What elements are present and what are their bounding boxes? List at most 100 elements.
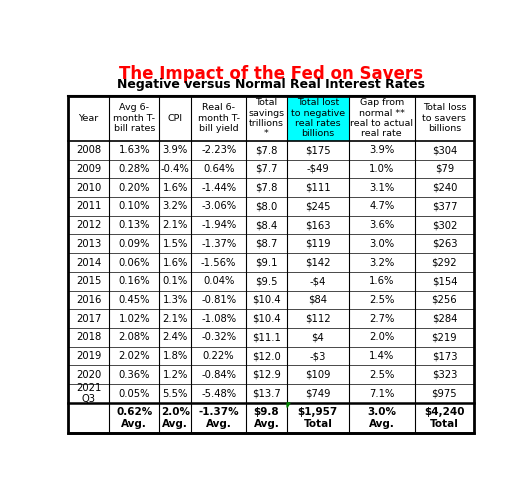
Text: $173: $173 [432,351,457,361]
Text: $12.9: $12.9 [252,370,281,380]
Text: 3.9%: 3.9% [369,145,394,155]
Text: 2.5%: 2.5% [369,295,395,305]
Text: 1.3%: 1.3% [163,295,188,305]
Text: 3.0%
Avg.: 3.0% Avg. [367,407,396,429]
Text: -0.32%: -0.32% [201,332,236,342]
Text: 1.02%: 1.02% [118,313,150,324]
Text: Negative versus Normal Real Interest Rates: Negative versus Normal Real Interest Rat… [117,78,425,91]
Text: 0.45%: 0.45% [118,295,150,305]
Text: $9.8
Avg.: $9.8 Avg. [253,407,279,429]
Text: 2.02%: 2.02% [118,351,150,361]
Text: -2.23%: -2.23% [201,145,236,155]
Text: $11.1: $11.1 [252,332,281,342]
Text: 2020: 2020 [76,370,102,380]
Text: $7.8: $7.8 [256,145,278,155]
Text: $292: $292 [432,257,457,267]
Text: $175: $175 [305,145,331,155]
Text: Avg 6-
month T-
bill rates: Avg 6- month T- bill rates [113,104,156,133]
Text: -1.37%
Avg.: -1.37% Avg. [198,407,239,429]
Polygon shape [287,403,290,407]
Text: $302: $302 [432,220,457,230]
Text: $119: $119 [305,239,331,249]
Text: 0.04%: 0.04% [203,276,234,286]
Text: $749: $749 [305,388,331,398]
Text: Year: Year [79,114,99,123]
Text: Real 6-
month T-
bill yield: Real 6- month T- bill yield [198,104,240,133]
Text: $84: $84 [308,295,327,305]
Text: -0.81%: -0.81% [201,295,236,305]
Text: $256: $256 [432,295,457,305]
Text: 2011: 2011 [76,201,102,211]
Text: 1.8%: 1.8% [163,351,188,361]
Text: 2021
Q3: 2021 Q3 [76,383,102,404]
Text: $219: $219 [432,332,457,342]
Text: $304: $304 [432,145,457,155]
Text: 3.0%: 3.0% [369,239,394,249]
Text: 0.05%: 0.05% [118,388,150,398]
Text: 3.9%: 3.9% [163,145,188,155]
Text: $13.7: $13.7 [252,388,281,398]
Text: 2017: 2017 [76,313,102,324]
Text: 2.1%: 2.1% [162,313,188,324]
Text: 0.20%: 0.20% [118,183,150,192]
Text: 2014: 2014 [76,257,102,267]
Text: Total lost
to negative
real rates
billions: Total lost to negative real rates billio… [291,98,345,138]
Text: $323: $323 [432,370,457,380]
Text: $4,240
Total: $4,240 Total [424,407,464,429]
Text: $8.4: $8.4 [256,220,278,230]
Text: $142: $142 [305,257,331,267]
Text: 0.64%: 0.64% [203,164,234,174]
Text: 0.62%
Avg.: 0.62% Avg. [116,407,152,429]
Text: -1.94%: -1.94% [201,220,236,230]
Text: 2012: 2012 [76,220,102,230]
Text: 2009: 2009 [76,164,102,174]
Text: $1,957
Total: $1,957 Total [298,407,338,429]
Text: $284: $284 [432,313,457,324]
Text: 4.7%: 4.7% [369,201,394,211]
Text: 2016: 2016 [76,295,102,305]
Text: -5.48%: -5.48% [201,388,236,398]
Text: 3.2%: 3.2% [163,201,188,211]
Text: $8.7: $8.7 [256,239,278,249]
Text: -$4: -$4 [309,276,326,286]
Text: 0.06%: 0.06% [118,257,150,267]
Text: 2.1%: 2.1% [162,220,188,230]
Text: The Impact of the Fed on Savers: The Impact of the Fed on Savers [119,65,423,83]
Text: CPI: CPI [168,114,183,123]
Text: 1.6%: 1.6% [369,276,395,286]
Text: -0.84%: -0.84% [201,370,236,380]
Text: 2.0%
Avg.: 2.0% Avg. [161,407,190,429]
Text: -3.06%: -3.06% [201,201,236,211]
Bar [287,96,349,141]
Text: $10.4: $10.4 [252,295,281,305]
Text: $163: $163 [305,220,331,230]
Text: $9.5: $9.5 [256,276,278,286]
Text: 1.4%: 1.4% [369,351,394,361]
Text: 1.6%: 1.6% [162,257,188,267]
Text: $4: $4 [312,332,324,342]
Text: Gap from
normal **
real to actual
real rate: Gap from normal ** real to actual real r… [350,98,413,138]
Text: 0.16%: 0.16% [118,276,150,286]
Text: 0.09%: 0.09% [118,239,150,249]
Text: 2019: 2019 [76,351,102,361]
Text: 1.6%: 1.6% [162,183,188,192]
Text: 3.2%: 3.2% [369,257,394,267]
Text: 2018: 2018 [76,332,102,342]
Text: 0.36%: 0.36% [118,370,150,380]
Text: -1.08%: -1.08% [201,313,236,324]
Text: $8.0: $8.0 [256,201,278,211]
Text: $240: $240 [432,183,457,192]
Text: 3.1%: 3.1% [369,183,394,192]
Text: 1.2%: 1.2% [162,370,188,380]
Text: $9.1: $9.1 [256,257,278,267]
Text: Total loss
to savers
billions: Total loss to savers billions [423,104,467,133]
Text: -1.37%: -1.37% [201,239,236,249]
Text: -1.44%: -1.44% [201,183,236,192]
Text: $12.0: $12.0 [252,351,281,361]
Text: Total
savings
trillions
*: Total savings trillions * [249,98,285,138]
Text: -1.56%: -1.56% [201,257,236,267]
Text: $10.4: $10.4 [252,313,281,324]
Text: 1.5%: 1.5% [162,239,188,249]
Text: $111: $111 [305,183,331,192]
Text: 2.5%: 2.5% [369,370,395,380]
